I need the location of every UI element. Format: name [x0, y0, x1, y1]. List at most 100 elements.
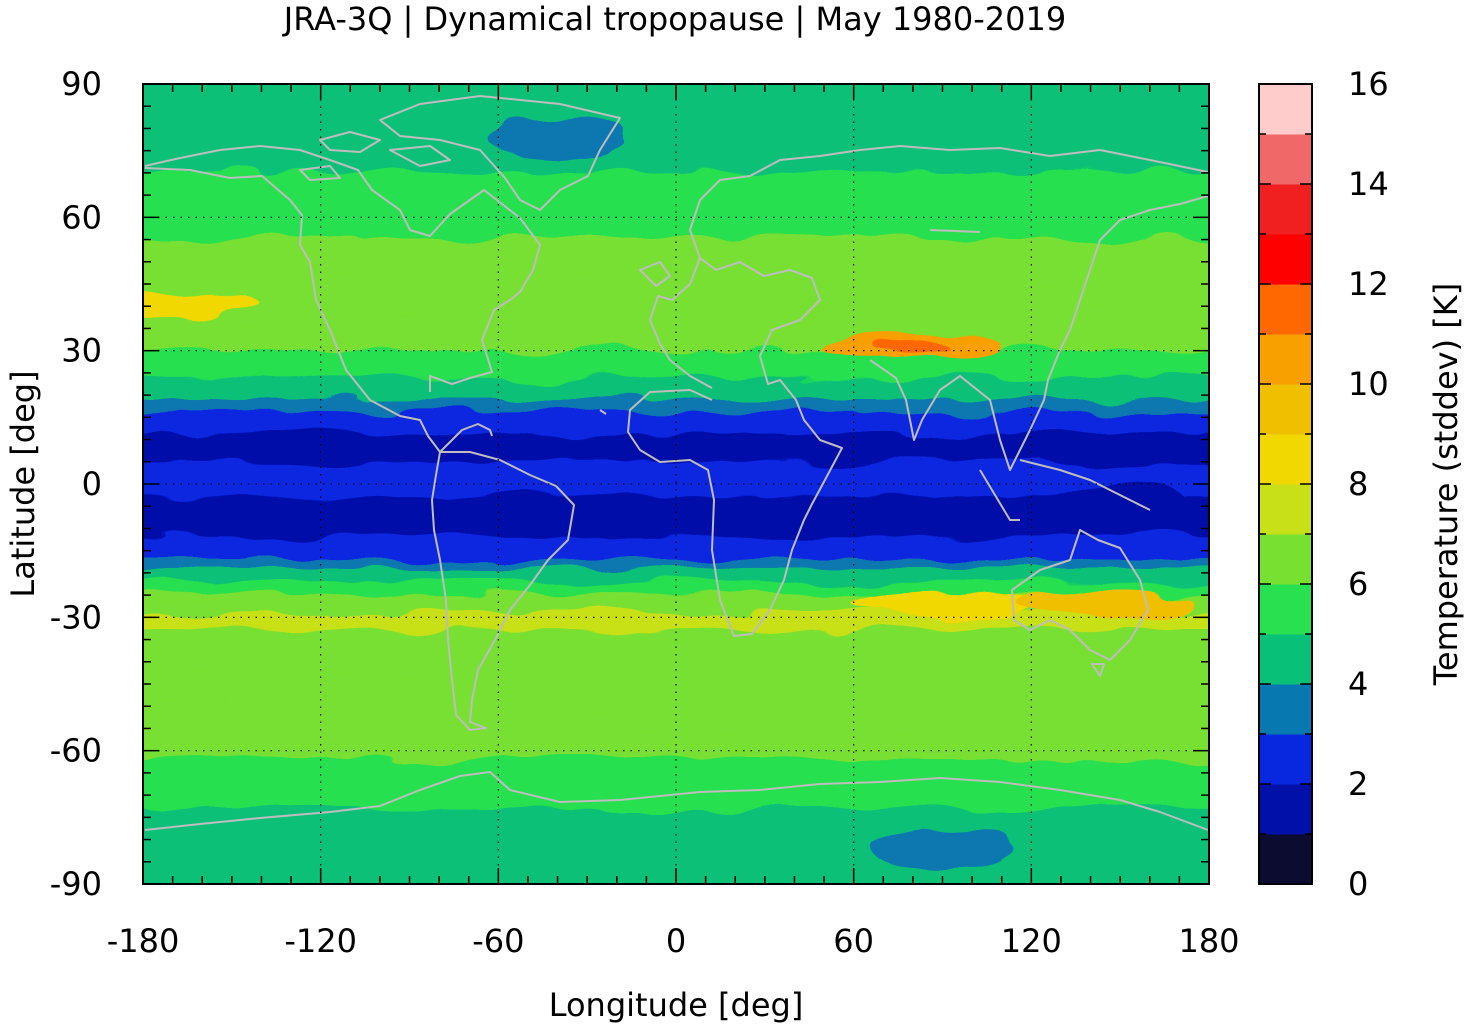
zonal-band: [143, 639, 1209, 645]
zonal-band: [143, 594, 1209, 601]
colorbar-ticks: [1259, 83, 1312, 885]
zonal-band: [143, 399, 1209, 405]
zonal-band: [143, 256, 1209, 263]
zonal-band: [143, 403, 1209, 410]
x-tick-label: 120: [1001, 922, 1062, 960]
zonal-band: [143, 710, 1209, 716]
zonal-band: [143, 492, 1209, 499]
zonal-band: [143, 692, 1209, 699]
zonal-band: [143, 283, 1209, 290]
axis-ticks: [142, 83, 1210, 885]
coastline-australia: [1011, 529, 1149, 677]
x-tick-label: -60: [472, 922, 524, 960]
zonal-band: [143, 385, 1209, 392]
zonal-band: [143, 407, 1209, 414]
zonal-band: [143, 647, 1209, 654]
temperature-field: [143, 84, 1209, 884]
x-axis-label: Longitude [deg]: [549, 986, 804, 1024]
zonal-band: [143, 439, 1209, 445]
colorbar-segment: [1259, 784, 1312, 835]
zonal-band: [143, 847, 1209, 854]
x-tick-label: -180: [107, 922, 180, 960]
colorbar-segment: [1259, 684, 1312, 735]
zonal-band: [143, 296, 1209, 303]
zonal-band: [143, 634, 1209, 641]
zonal-band: [143, 732, 1209, 739]
zonal-band: [143, 154, 1209, 161]
zonal-band: [143, 661, 1209, 667]
zonal-band: [143, 252, 1209, 259]
field-blob: [487, 117, 628, 158]
colorbar-segment: [1259, 634, 1312, 685]
coastline-north-america: [144, 145, 541, 453]
zonal-band: [143, 474, 1209, 481]
zonal-band: [143, 323, 1209, 330]
zonal-band: [143, 523, 1209, 530]
y-tick-label: -30: [50, 598, 102, 636]
zonal-band: [143, 821, 1209, 827]
colorbar: [1259, 84, 1312, 885]
zonal-band: [143, 536, 1209, 543]
zonal-band: [143, 612, 1209, 619]
zonal-band: [143, 332, 1209, 339]
zonal-band: [143, 496, 1209, 503]
y-tick-label: 0: [82, 465, 102, 503]
zonal-band: [143, 736, 1209, 743]
zonal-band: [143, 225, 1209, 232]
zonal-band: [143, 714, 1209, 721]
coastline-africa-europe-asia: [627, 145, 1209, 637]
colorbar-tick-label: 12: [1348, 265, 1389, 303]
colorbar-segment: [1259, 134, 1312, 185]
zonal-band: [143, 430, 1209, 436]
zonal-band: [143, 465, 1209, 472]
grid-lines: [143, 84, 1209, 884]
colorbar-segment: [1259, 584, 1312, 635]
zonal-band: [143, 452, 1209, 459]
coastline-south-america: [431, 451, 575, 731]
colorbar-segment: [1259, 284, 1312, 335]
zonal-band: [143, 341, 1209, 347]
zonal-band: [143, 852, 1209, 859]
colorbar-tick-label: 4: [1348, 665, 1368, 703]
zonal-band: [143, 105, 1209, 112]
zonal-band: [143, 345, 1209, 352]
colorbar-tick-label: 10: [1348, 365, 1389, 403]
zonal-band: [143, 563, 1209, 570]
zonal-band: [143, 310, 1209, 316]
zonal-band: [143, 190, 1209, 196]
zonal-band: [143, 127, 1209, 134]
zonal-band: [143, 221, 1209, 227]
zonal-band: [143, 607, 1209, 614]
x-tick-label: 0: [666, 922, 686, 960]
zonal-band: [143, 114, 1209, 121]
zonal-band: [143, 754, 1209, 761]
y-tick-label: -60: [50, 732, 102, 770]
zonal-band: [143, 767, 1209, 774]
zonal-band: [143, 590, 1209, 596]
zonal-band: [143, 363, 1209, 370]
zonal-band: [143, 567, 1209, 574]
y-tick-label: 90: [61, 65, 102, 103]
zonal-band: [143, 759, 1209, 765]
colorbar-segment: [1259, 534, 1312, 585]
zonal-band: [143, 665, 1209, 672]
zonal-band: [143, 727, 1209, 734]
zonal-band: [143, 856, 1209, 863]
zonal-band: [143, 527, 1209, 534]
zonal-band: [143, 319, 1209, 325]
y-tick-label: -90: [50, 865, 102, 903]
colorbar-tick-label: 6: [1348, 565, 1368, 603]
zonal-band: [143, 843, 1209, 850]
zonal-band: [143, 185, 1209, 192]
coastline-antarctica: [144, 771, 1209, 831]
zonal-band: [143, 416, 1209, 423]
zonal-band: [143, 243, 1209, 250]
zonal-band: [143, 785, 1209, 792]
zonal-band: [143, 203, 1209, 210]
zonal-band: [143, 181, 1209, 187]
zonal-band: [143, 487, 1209, 494]
zonal-band: [143, 803, 1209, 810]
zonal-band: [143, 132, 1209, 139]
zonal-band: [143, 199, 1209, 205]
